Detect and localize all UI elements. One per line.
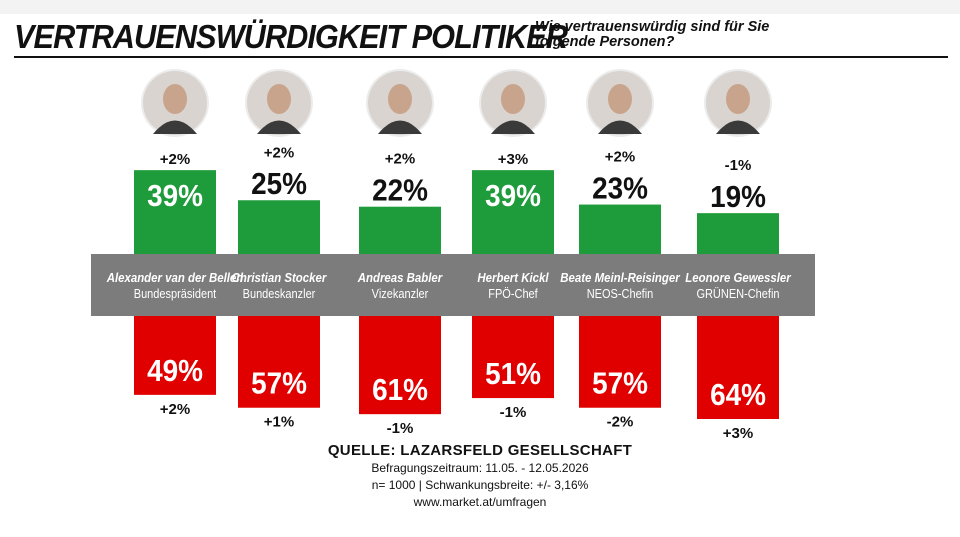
person-name: Herbert Kickl — [477, 270, 549, 285]
portrait-icon — [586, 69, 654, 137]
trust-bar — [238, 200, 320, 254]
distrust-change-label: -1% — [387, 420, 414, 437]
distrust-bar — [472, 316, 554, 399]
distrust-value-label: 49% — [147, 354, 203, 389]
distrust-value-label: 64% — [710, 378, 766, 413]
distrust-value-label: 61% — [372, 373, 428, 408]
portrait-face — [388, 84, 412, 114]
person-role: Vizekanzler — [372, 287, 429, 301]
person-group: 39% +3% Herbert Kickl FPÖ-Chef 51% -1% — [472, 69, 554, 421]
portrait-shoulders — [716, 120, 760, 134]
trust-change-label: +2% — [385, 151, 415, 168]
source-period: Befragungszeitraum: 11.05. - 12.05.2026 — [371, 461, 589, 475]
trust-change-label: -1% — [725, 157, 752, 174]
source-title: QUELLE: LAZARSFELD GESELLSCHAFT — [327, 442, 633, 459]
distrust-change-label: +3% — [723, 425, 753, 442]
portrait-icon — [704, 69, 772, 137]
portrait-icon — [479, 69, 547, 137]
portrait-face — [267, 84, 291, 114]
portrait-shoulders — [598, 120, 642, 134]
source-sample: n= 1000 | Schwankungsbreite: +/- 3,16% — [371, 478, 589, 492]
page-subtitle: Wie vertrauenswürdig sind für Sie folgen… — [535, 19, 770, 50]
distrust-change-label: +1% — [264, 414, 294, 431]
distrust-bar — [134, 316, 216, 395]
distrust-value-label: 57% — [592, 366, 648, 401]
distrust-change-label: -2% — [607, 414, 634, 431]
trust-change-label: +2% — [264, 144, 294, 161]
portrait-face — [501, 84, 525, 114]
person-role: NEOS-Chefin — [587, 287, 654, 301]
trust-change-label: +2% — [605, 149, 635, 166]
trust-value-label: 39% — [147, 179, 203, 214]
top-strip — [0, 0, 960, 14]
title-rule — [14, 56, 948, 58]
person-group: 22% +2% Andreas Babler Vizekanzler 61% -1% — [357, 69, 444, 437]
person-name: Beate Meinl-Reisinger — [560, 270, 681, 285]
person-group: 39% +2% Alexander van der Bellen Bundespräs… — [106, 69, 244, 418]
person-role: Bundeskanzler — [243, 287, 316, 301]
trust-change-label: +3% — [498, 151, 528, 168]
page-title: VERTRAUENSWÜRDIGKEIT POLITIKER — [14, 18, 568, 55]
person-role: Bundespräsident — [134, 287, 217, 301]
distrust-bar — [697, 316, 779, 419]
person-name: Andreas Babler — [357, 270, 444, 285]
portrait-icon — [141, 69, 209, 137]
person-group: 19% -1% Leonore Gewessler GRÜNEN-Chefin 64% +… — [685, 69, 792, 442]
trust-value-label: 19% — [710, 180, 766, 215]
distrust-change-label: +2% — [160, 401, 190, 418]
portrait-shoulders — [491, 120, 535, 134]
label-band — [91, 254, 815, 316]
portrait-shoulders — [257, 120, 301, 134]
trust-bar — [697, 213, 779, 254]
portrait-face — [608, 84, 632, 114]
person-role: FPÖ-Chef — [488, 287, 538, 301]
trust-change-label: +2% — [160, 151, 190, 168]
distrust-bar — [238, 316, 320, 408]
trust-value-label: 23% — [592, 171, 648, 206]
distrust-bar — [579, 316, 661, 408]
person-group: 23% +2% Beate Meinl-Reisinger NEOS-Chefin 57… — [560, 69, 681, 431]
distrust-value-label: 51% — [485, 357, 541, 392]
person-name: Alexander van der Bellen — [106, 270, 244, 285]
person-name: Christian Stocker — [232, 270, 328, 285]
trust-bar — [359, 206, 441, 254]
source-block: QUELLE: LAZARSFELD GESELLSCHAFT Befragun… — [280, 442, 680, 511]
distrust-change-label: -1% — [500, 404, 527, 421]
trust-value-label: 39% — [485, 179, 541, 214]
trust-bar — [472, 170, 554, 254]
person-group: 25% +2% Christian Stocker Bundeskanzler 57% +… — [232, 69, 328, 431]
trust-bar — [134, 170, 216, 254]
portrait-face — [163, 84, 187, 114]
distrust-value-label: 57% — [251, 366, 307, 401]
person-role: GRÜNEN-Chefin — [696, 287, 779, 301]
portrait-icon — [366, 69, 434, 137]
trust-bar — [579, 204, 661, 254]
trust-value-label: 25% — [251, 167, 307, 202]
portrait-shoulders — [153, 120, 197, 134]
trust-value-label: 22% — [372, 173, 428, 208]
portrait-icon — [245, 69, 313, 137]
distrust-bar — [359, 316, 441, 415]
portrait-shoulders — [378, 120, 422, 134]
portrait-face — [726, 84, 750, 114]
source-url: www.market.at/umfragen — [413, 495, 547, 509]
person-name: Leonore Gewessler — [685, 270, 792, 285]
